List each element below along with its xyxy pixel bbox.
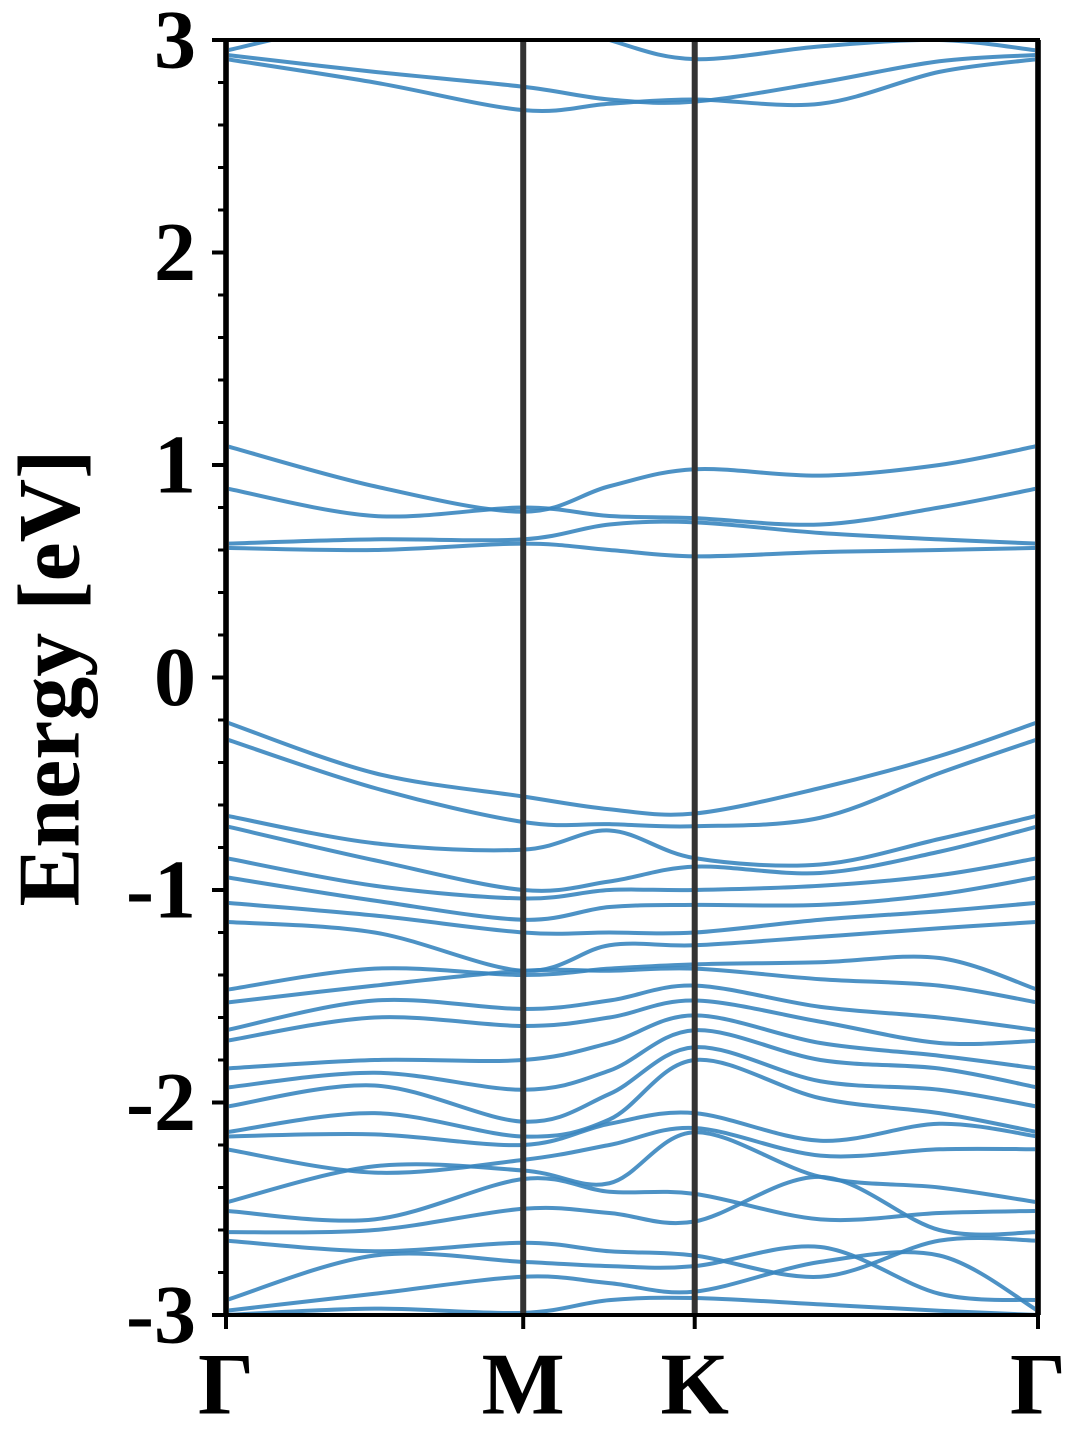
y-tick-label: -2: [126, 1056, 196, 1149]
y-tick-label: -1: [126, 844, 196, 937]
band-line: [226, 40, 1038, 62]
band-line: [226, 1057, 1038, 1139]
band-line: [226, 1295, 1038, 1315]
band-line: [226, 919, 1038, 973]
band-line: [226, 720, 1038, 817]
band-line: [226, 1244, 1038, 1303]
band-line: [226, 856, 1038, 901]
band-line: [226, 824, 1038, 893]
band-line: [226, 737, 1038, 829]
bands: [226, 40, 1038, 1315]
band-line: [226, 519, 1038, 546]
band-line: [226, 900, 1038, 936]
band-line: [226, 443, 1038, 514]
band-line: [226, 57, 1038, 113]
x-tick-label: Γ: [198, 1337, 254, 1434]
band-line: [226, 998, 1038, 1047]
band-line: [226, 1110, 1038, 1148]
band-line: [226, 954, 1038, 992]
band-line: [226, 1028, 1038, 1092]
band-line: [226, 486, 1038, 527]
plot-frame: [224, 38, 1040, 1317]
band-line: [226, 983, 1038, 1033]
band-line: [226, 1045, 1038, 1124]
band-line: [226, 1125, 1038, 1175]
band-line: [226, 1174, 1038, 1237]
y-tick-label: 2: [154, 206, 196, 299]
band-line: [226, 1176, 1038, 1223]
band-line: [226, 1235, 1038, 1279]
band-line: [226, 813, 1038, 868]
band-line: [226, 966, 1038, 1005]
x-tick-label: M: [482, 1337, 565, 1434]
band-line: [226, 541, 1038, 559]
y-axis-label: Energy [eV]: [2, 450, 99, 907]
band-line: [226, 1130, 1038, 1205]
band-line: [226, 1250, 1038, 1313]
y-tick-label: 3: [154, 0, 196, 87]
band-line: [226, 1013, 1038, 1071]
x-tick-label: Γ: [1010, 1337, 1066, 1434]
band-line: [226, 875, 1038, 922]
y-tick-label: 1: [154, 419, 196, 512]
x-tick-label: K: [660, 1337, 728, 1434]
y-tick-label: -3: [126, 1269, 196, 1362]
y-tick-label: 0: [154, 631, 196, 724]
